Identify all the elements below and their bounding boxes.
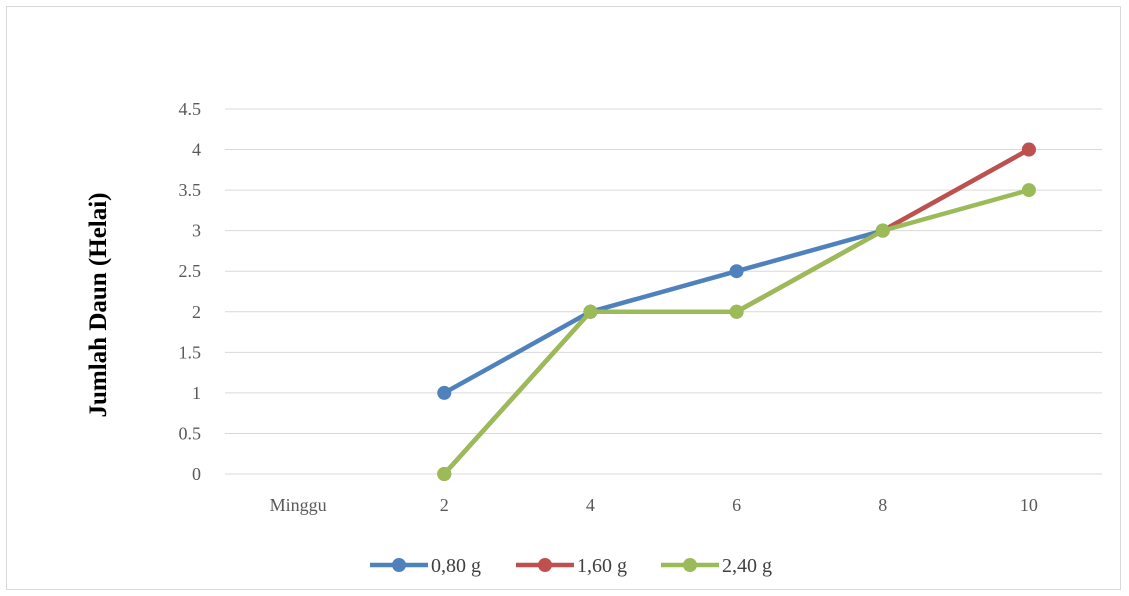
- series-3: [437, 183, 1036, 481]
- y-tick-label: 4: [192, 140, 201, 160]
- gridlines: [225, 108, 1102, 475]
- x-tick-label: Minggu: [270, 495, 327, 515]
- data-point: [729, 264, 744, 279]
- legend-item: 1,60 g: [516, 555, 627, 577]
- legend-label: 0,80 g: [431, 555, 481, 577]
- y-tick-label: 0: [192, 464, 201, 484]
- legend-item: 2,40 g: [661, 555, 772, 577]
- y-tick-label: 3: [192, 221, 201, 241]
- data-point: [1021, 142, 1036, 157]
- y-tick-label: 2.5: [179, 261, 202, 281]
- legend: 0,80 g 1,60 g 2,40 g: [370, 555, 772, 577]
- series-layer: [437, 142, 1036, 481]
- y-axis-label: Jumlah Daun (Helai): [85, 192, 112, 417]
- series-line: [442, 187, 1032, 477]
- legend-marker: [683, 558, 697, 572]
- chart-frame: [6, 6, 1121, 590]
- x-tick-label: 8: [878, 495, 887, 515]
- x-tick-label: 10: [1020, 495, 1038, 515]
- x-tick-label: 2: [440, 495, 449, 515]
- y-tick-label: 2: [192, 302, 201, 322]
- legend-marker: [392, 558, 406, 572]
- data-point: [437, 467, 452, 481]
- data-point: [1021, 183, 1036, 198]
- y-tick-label: 0.5: [179, 423, 202, 443]
- x-axis-ticks: Minggu 2 4 6 8 10: [270, 495, 1038, 515]
- y-tick-label: 1.5: [179, 342, 202, 362]
- data-point: [729, 304, 744, 319]
- x-tick-label: 4: [586, 495, 595, 515]
- y-tick-label: 3.5: [179, 180, 202, 200]
- y-axis-ticks: 0 0.5 1 1.5 2 2.5 3 3.5 4 4.5: [179, 99, 202, 484]
- data-point: [437, 385, 452, 400]
- y-tick-label: 1: [192, 383, 201, 403]
- legend-marker: [538, 558, 552, 572]
- data-point: [875, 223, 890, 238]
- y-tick-label: 4.5: [179, 99, 202, 119]
- legend-item: 0,80 g: [370, 555, 481, 577]
- legend-label: 1,60 g: [577, 555, 627, 577]
- x-tick-label: 6: [732, 495, 741, 515]
- legend-label: 2,40 g: [722, 555, 772, 577]
- data-point: [583, 304, 598, 319]
